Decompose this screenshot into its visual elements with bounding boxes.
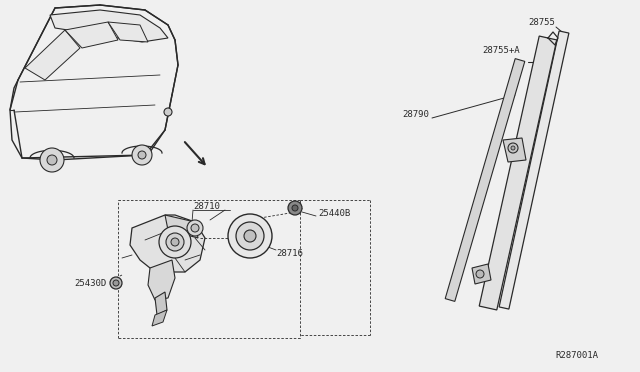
Circle shape (138, 151, 146, 159)
Polygon shape (165, 215, 198, 238)
Circle shape (132, 145, 152, 165)
Circle shape (511, 146, 515, 150)
Polygon shape (50, 10, 168, 42)
Circle shape (187, 220, 203, 236)
Text: 28755: 28755 (528, 17, 555, 26)
Circle shape (47, 155, 57, 165)
Circle shape (113, 280, 119, 286)
Circle shape (164, 108, 172, 116)
Circle shape (292, 205, 298, 211)
Polygon shape (10, 5, 178, 160)
Circle shape (40, 148, 64, 172)
Circle shape (191, 224, 199, 232)
Circle shape (228, 214, 272, 258)
Circle shape (476, 270, 484, 278)
Text: 25430D: 25430D (74, 279, 106, 288)
Circle shape (166, 233, 184, 251)
Text: 25440B: 25440B (318, 208, 350, 218)
Polygon shape (155, 292, 167, 315)
Text: 28755+A: 28755+A (482, 45, 520, 55)
Circle shape (159, 226, 191, 258)
Polygon shape (25, 30, 80, 80)
Polygon shape (152, 310, 167, 326)
Polygon shape (479, 36, 557, 310)
Text: 28790: 28790 (402, 109, 429, 119)
Circle shape (508, 143, 518, 153)
Polygon shape (472, 264, 491, 284)
Circle shape (236, 222, 264, 250)
Circle shape (244, 230, 256, 242)
Circle shape (110, 277, 122, 289)
Polygon shape (65, 22, 118, 48)
Polygon shape (108, 22, 148, 42)
Polygon shape (445, 59, 525, 301)
Polygon shape (499, 31, 569, 309)
Text: 28710: 28710 (193, 202, 220, 211)
Polygon shape (503, 138, 526, 162)
Circle shape (288, 201, 302, 215)
Polygon shape (148, 260, 175, 300)
Text: R287001A: R287001A (555, 350, 598, 359)
Text: 28716: 28716 (276, 250, 303, 259)
Polygon shape (130, 215, 205, 272)
Circle shape (171, 238, 179, 246)
